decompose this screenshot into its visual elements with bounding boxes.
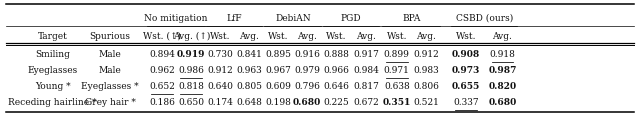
Text: 0.672: 0.672 <box>353 97 379 106</box>
Text: 0.983: 0.983 <box>413 66 439 74</box>
Text: 0.225: 0.225 <box>324 97 349 106</box>
Text: Eyeglasses *: Eyeglasses * <box>81 81 139 90</box>
Text: Smiling: Smiling <box>35 50 70 59</box>
Text: 0.805: 0.805 <box>236 81 262 90</box>
Text: Wst.: Wst. <box>326 32 347 41</box>
Text: 0.806: 0.806 <box>413 81 439 90</box>
Text: 0.796: 0.796 <box>294 81 320 90</box>
Text: 0.917: 0.917 <box>353 50 379 59</box>
Text: 0.895: 0.895 <box>266 50 291 59</box>
Text: 0.646: 0.646 <box>324 81 349 90</box>
Text: 0.609: 0.609 <box>266 81 291 90</box>
Text: 0.962: 0.962 <box>149 66 175 74</box>
Text: Wst.: Wst. <box>268 32 289 41</box>
Text: 0.918: 0.918 <box>490 50 515 59</box>
Text: 0.841: 0.841 <box>236 50 262 59</box>
Text: 0.174: 0.174 <box>207 97 233 106</box>
Text: LfF: LfF <box>227 14 242 22</box>
Text: Receding hairline *: Receding hairline * <box>8 97 97 106</box>
Text: 0.818: 0.818 <box>179 81 204 90</box>
Text: Wst.: Wst. <box>210 32 230 41</box>
Text: 0.655: 0.655 <box>452 81 480 90</box>
Text: 0.820: 0.820 <box>488 81 516 90</box>
Text: 0.638: 0.638 <box>384 81 410 90</box>
Text: 0.817: 0.817 <box>353 81 379 90</box>
Text: 0.986: 0.986 <box>179 66 204 74</box>
Text: 0.966: 0.966 <box>324 66 349 74</box>
Text: 0.916: 0.916 <box>294 50 320 59</box>
Text: 0.908: 0.908 <box>452 50 480 59</box>
Text: 0.730: 0.730 <box>207 50 233 59</box>
Text: 0.967: 0.967 <box>266 66 291 74</box>
Text: 0.337: 0.337 <box>453 97 479 106</box>
Text: 0.680: 0.680 <box>293 97 321 106</box>
Text: Target: Target <box>38 32 67 41</box>
Text: Wst.: Wst. <box>456 32 476 41</box>
Text: Avg.: Avg. <box>356 32 376 41</box>
Text: 0.919: 0.919 <box>177 50 205 59</box>
Text: 0.912: 0.912 <box>413 50 439 59</box>
Text: 0.186: 0.186 <box>149 97 175 106</box>
Text: 0.894: 0.894 <box>149 50 175 59</box>
Text: 0.973: 0.973 <box>452 66 480 74</box>
Text: 0.984: 0.984 <box>353 66 379 74</box>
Text: Avg.: Avg. <box>416 32 436 41</box>
Text: Spurious: Spurious <box>90 32 131 41</box>
Text: 0.899: 0.899 <box>384 50 410 59</box>
Text: Avg.: Avg. <box>492 32 513 41</box>
Text: Male: Male <box>99 66 122 74</box>
Text: Avg.: Avg. <box>297 32 317 41</box>
Text: 0.648: 0.648 <box>236 97 262 106</box>
Text: 0.912: 0.912 <box>207 66 233 74</box>
Text: BPA: BPA <box>402 14 420 22</box>
Text: 0.979: 0.979 <box>294 66 320 74</box>
Text: Avg.: Avg. <box>239 32 259 41</box>
Text: 0.963: 0.963 <box>236 66 262 74</box>
Text: Wst. (↑): Wst. (↑) <box>143 32 181 41</box>
Text: 0.521: 0.521 <box>413 97 439 106</box>
Text: 0.971: 0.971 <box>384 66 410 74</box>
Text: Avg. (↑): Avg. (↑) <box>173 32 210 41</box>
Text: 0.351: 0.351 <box>383 97 411 106</box>
Text: 0.987: 0.987 <box>488 66 516 74</box>
Text: Grey hair *: Grey hair * <box>84 97 136 106</box>
Text: Young *: Young * <box>35 81 70 90</box>
Text: DebiAN: DebiAN <box>275 14 310 22</box>
Text: 0.650: 0.650 <box>179 97 204 106</box>
Text: 0.680: 0.680 <box>488 97 516 106</box>
Text: 0.198: 0.198 <box>266 97 291 106</box>
Text: PGD: PGD <box>340 14 361 22</box>
Text: Eyeglasses: Eyeglasses <box>28 66 77 74</box>
Text: 0.888: 0.888 <box>324 50 349 59</box>
Text: 0.652: 0.652 <box>149 81 175 90</box>
Text: Wst.: Wst. <box>387 32 407 41</box>
Text: Male: Male <box>99 50 122 59</box>
Text: CSBD (ours): CSBD (ours) <box>456 14 513 22</box>
Text: 0.640: 0.640 <box>207 81 233 90</box>
Text: No mitigation: No mitigation <box>144 14 208 22</box>
